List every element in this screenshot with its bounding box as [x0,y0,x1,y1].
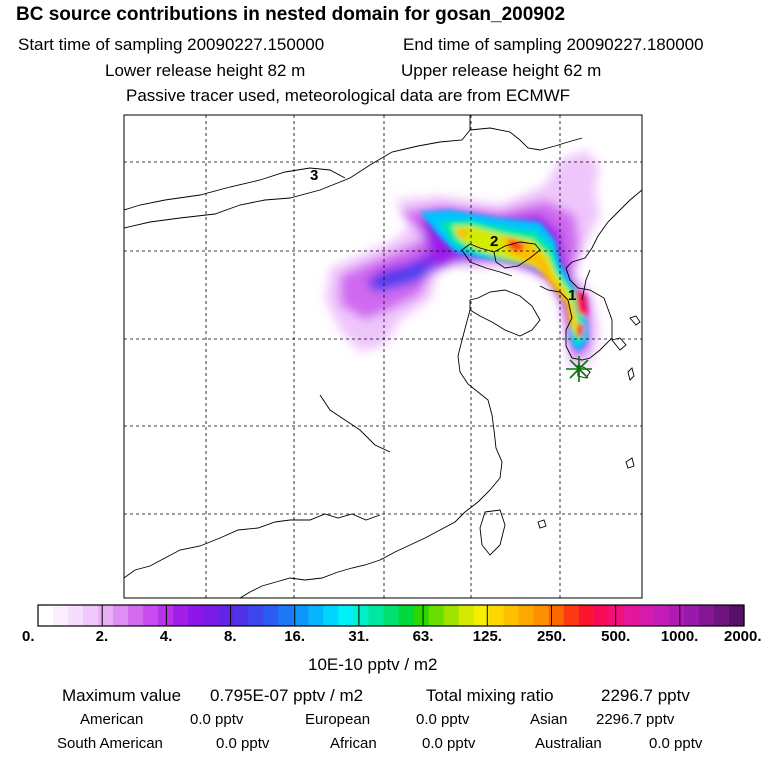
colorbar-tick-label: 16. [284,628,306,645]
colorbar-cell [503,605,520,626]
colorbar-cell [113,605,129,626]
colorbar-cell [518,605,535,626]
region-value-asian: 2296.7 pptv [596,711,675,728]
colorbar-cell [98,605,114,626]
colorbar-cell [218,605,234,626]
colorbar-cell [338,605,355,626]
map-frame [123,114,643,599]
colorbar-tick-label: 125. [472,628,502,645]
colorbar-cell [728,605,745,626]
colorbar-cell [668,605,685,626]
colorbar-tick-label: 250. [536,628,567,645]
upper-release-height: Upper release height 62 m [401,61,602,80]
colorbar-cell [413,605,430,626]
colorbar-cell [488,605,505,626]
trajectory-label-3: 3 [310,167,318,184]
colorbar-cell [593,605,610,626]
region-value-african: 0.0 pptv [422,735,476,752]
total-mixing-label: Total mixing ratio [426,686,554,705]
region-name-african: African [330,735,377,752]
colorbar-unit: 10E-10 pptv / m2 [308,655,438,674]
colorbar-cell [143,605,159,626]
colorbar-cell [38,605,54,626]
colorbar-cell [473,605,490,626]
colorbar-tick-label: 63. [412,628,434,645]
colorbar-cell [713,605,730,626]
region-name-australian: Australian [535,735,602,752]
colorbar-frame [37,604,745,627]
colorbar-tick-label: 31. [348,628,370,645]
colorbar-cell [368,605,385,626]
start-time: Start time of sampling 20090227.150000 [18,35,325,54]
colorbar-cell [263,605,279,626]
colorbar-cell [323,605,340,626]
colorbar-cell [353,605,370,626]
colorbar-cell [293,605,309,626]
colorbar-cell [278,605,294,626]
colorbar-cell [443,605,460,626]
plot-title: BC source contributions in nested domain… [16,4,566,25]
colorbar-cell [458,605,475,626]
coastlines [124,115,642,598]
colorbar-cell [308,605,324,626]
release-site-marker [566,356,592,382]
colorbar-cell [203,605,219,626]
colorbar-cell [428,605,445,626]
colorbar-cell [653,605,670,626]
colorbar-cell [68,605,84,626]
colorbar-cell [173,605,189,626]
colorbar-cell [248,605,264,626]
region-name-south-american: South American [57,735,163,752]
colorbar-tick-label: 500. [601,628,631,645]
trajectory-label-2: 2 [490,233,498,250]
region-value-european: 0.0 pptv [416,711,470,728]
colorbar-cell [128,605,144,626]
colorbar-cell [578,605,595,626]
region-value-south-american: 0.0 pptv [216,735,270,752]
colorbar-cell [563,605,580,626]
total-mixing-value: 2296.7 pptv [601,686,690,705]
region-name-asian: Asian [530,711,568,728]
colorbar-tick-label: 4. [159,628,173,645]
tracer-note: Passive tracer used, meteorological data… [126,86,571,105]
colorbar-cell [608,605,625,626]
lower-release-height: Lower release height 82 m [105,61,306,80]
colorbar-cell [638,605,655,626]
max-value: 0.795E-07 pptv / m2 [210,686,364,705]
trajectory-label-1: 1 [568,287,576,304]
max-value-label: Maximum value [62,686,182,705]
colorbar-cell [188,605,204,626]
colorbar [37,604,745,627]
colorbar-cell [698,605,715,626]
colorbar-cell [53,605,69,626]
colorbar-tick-label: 2. [95,628,109,645]
colorbar-cell [548,605,565,626]
region-name-american: American [80,711,144,728]
colorbar-tick-label: 0. [22,628,35,645]
colorbar-cell [533,605,550,626]
region-name-european: European [305,711,371,728]
colorbar-cell [683,605,700,626]
colorbar-cell [233,605,249,626]
end-time: End time of sampling 20090227.180000 [403,35,704,54]
colorbar-cell [623,605,640,626]
colorbar-cell [398,605,415,626]
region-value-american: 0.0 pptv [190,711,244,728]
colorbar-tick-label: 1000. [660,628,699,645]
colorbar-tick-label: 8. [224,628,237,645]
colorbar-cell [83,605,99,626]
colorbar-tick-label: 2000. [724,628,762,645]
colorbar-cell [383,605,400,626]
region-value-australian: 0.0 pptv [649,735,703,752]
graticule [124,115,642,598]
